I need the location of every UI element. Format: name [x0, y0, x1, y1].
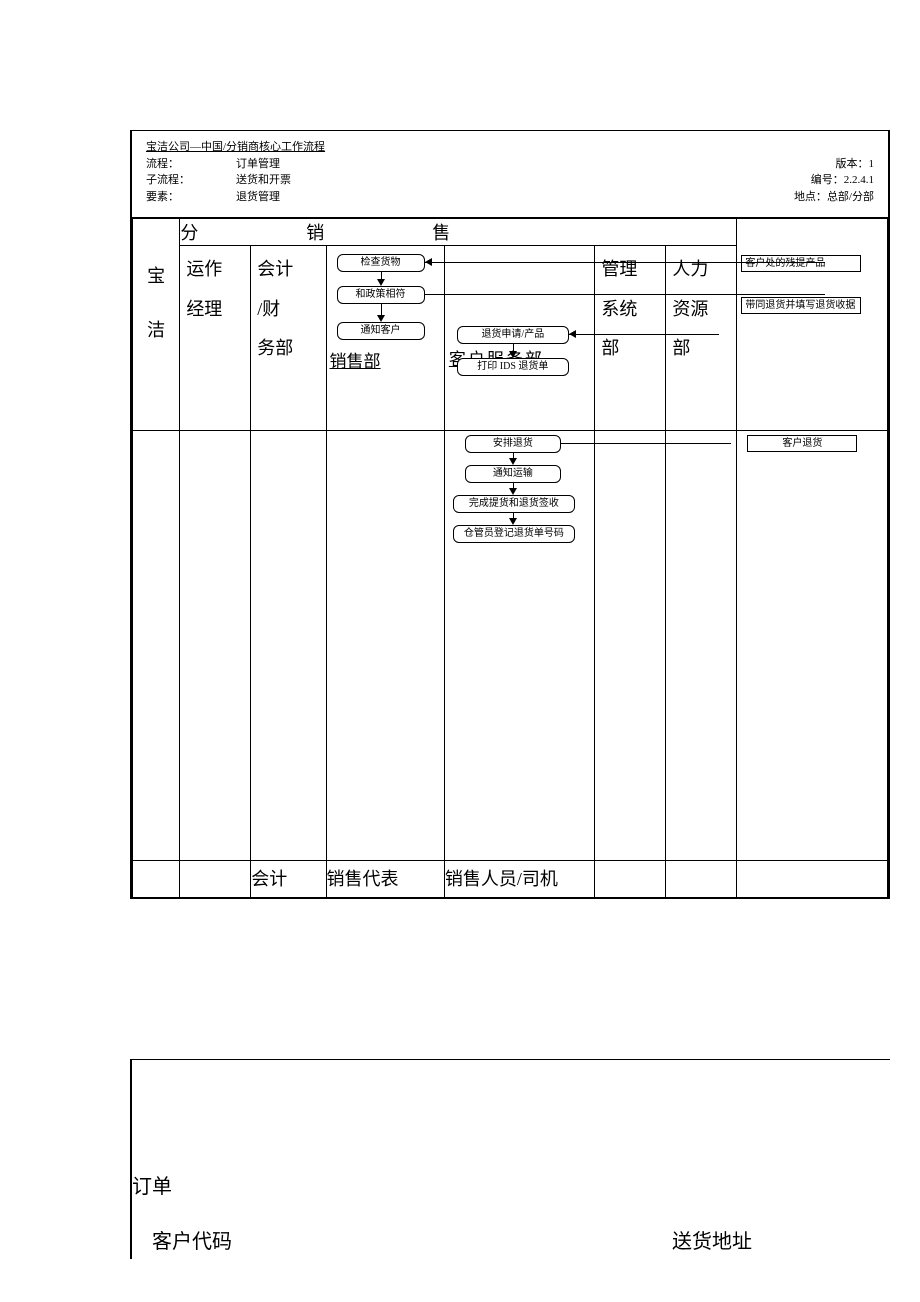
- lane-ops-head: 运作经理: [180, 246, 251, 431]
- foot-ops: [180, 861, 251, 898]
- arrow-icon: [425, 258, 432, 266]
- header-title: 宝洁公司—中国/分销商核心工作流程: [146, 139, 874, 156]
- lane-acct-body: [251, 431, 326, 861]
- swimlane-table: 宝洁 分 销 售 客户处的残提产品 带同退货并填写退货收据 运作经理 会计/财务…: [132, 218, 888, 898]
- lane-mis-body: [595, 431, 666, 861]
- spacer: [232, 1225, 672, 1254]
- page2-row: 客户代码 送货地址: [152, 1225, 890, 1254]
- foot-cs: 销售人员/司机: [444, 861, 595, 898]
- lane-hr-label: 人力资源部: [672, 250, 708, 369]
- header-rk3: 地点：: [794, 191, 827, 203]
- node-check-goods: 检查货物: [337, 254, 425, 272]
- header-rv1: 1: [869, 158, 875, 170]
- arrow-icon: [569, 330, 576, 338]
- page2-customer-code: 客户代码: [152, 1225, 232, 1254]
- lane-baojie: 宝洁: [133, 219, 180, 431]
- arrow-icon: [509, 488, 517, 495]
- header-row-1: 流程： 订单管理 版本：1: [146, 156, 874, 173]
- lane-ops-body: [180, 431, 251, 861]
- header-k2: 子流程：: [146, 172, 236, 189]
- node-warehouse-register: 仓管员登记退货单号码: [453, 525, 575, 543]
- arrow-icon: [377, 279, 385, 286]
- lane-distsales-top: 分 销 售: [180, 219, 737, 246]
- node-arrange-return: 安排退货: [465, 435, 561, 453]
- node-notify-transport: 通知运输: [465, 465, 561, 483]
- page2-ship-addr: 送货地址: [672, 1225, 752, 1254]
- node-policy-match: 和政策相符: [337, 286, 425, 304]
- page2-frame: 订单 客户代码 送货地址: [130, 1059, 890, 1259]
- header-box: 宝洁公司—中国/分销商核心工作流程 流程： 订单管理 版本：1 子流程： 送货和…: [132, 131, 888, 218]
- arrow-icon: [509, 458, 517, 465]
- header-rk2: 编号：: [811, 174, 844, 186]
- lane-cust-body: 客户退货: [737, 431, 888, 861]
- lane-cs-head: 客户服务部 退货申请/产品 打印 IDS 退货单: [444, 246, 595, 431]
- lane-acct-head: 会计/财务部: [251, 246, 326, 431]
- arrow-icon: [509, 351, 517, 358]
- header-row-3: 要素： 退货管理 地点：总部/分部: [146, 189, 874, 206]
- foot-acct: 会计: [251, 861, 326, 898]
- foot-hr: [666, 861, 737, 898]
- lane-customer-head: 客户处的残提产品 带同退货并填写退货收据: [737, 219, 888, 431]
- lane-acct-label: 会计/财务部: [257, 250, 293, 369]
- foot-mis: [595, 861, 666, 898]
- lane-mis-head: 管理系统部: [595, 246, 666, 431]
- header-row-2: 子流程： 送货和开票 编号：2.2.4.1: [146, 172, 874, 189]
- lane-hr-body: [666, 431, 737, 861]
- header-v3: 退货管理: [236, 189, 280, 206]
- header-rk1: 版本：: [836, 158, 869, 170]
- page2-order: 订单: [132, 1170, 890, 1199]
- header-k3: 要素：: [146, 189, 236, 206]
- page-container: 宝洁公司—中国/分销商核心工作流程 流程： 订单管理 版本：1 子流程： 送货和…: [0, 0, 920, 1259]
- header-v2: 送货和开票: [236, 172, 291, 189]
- arrow-icon: [377, 315, 385, 322]
- node-print-ids: 打印 IDS 退货单: [457, 358, 569, 376]
- lane-baojie-body: [133, 431, 180, 861]
- foot-cust: [737, 861, 888, 898]
- node-notify-customer: 通知客户: [337, 322, 425, 340]
- lane-sales-body: [326, 431, 444, 861]
- lane-hr-head: 人力资源部: [666, 246, 737, 431]
- lane-mis-label: 管理系统部: [601, 250, 637, 369]
- lane-sales-label: 销售部: [330, 347, 381, 372]
- node-return-request: 退货申请/产品: [457, 326, 569, 344]
- node-customer-return: 客户退货: [747, 435, 857, 452]
- lane-cs-body: 安排退货 通知运输 完成提货和退货签收 仓管员登记退货单号码: [444, 431, 595, 861]
- header-k1: 流程：: [146, 156, 236, 173]
- document-frame: 宝洁公司—中国/分销商核心工作流程 流程： 订单管理 版本：1 子流程： 送货和…: [130, 130, 890, 899]
- header-v1: 订单管理: [236, 156, 280, 173]
- lane-sales-head: 检查货物 和政策相符 通知客户 销售部: [326, 246, 444, 431]
- node-pickup-signoff: 完成提货和退货签收: [453, 495, 575, 513]
- foot-sales: 销售代表: [326, 861, 444, 898]
- header-rv2: 2.2.4.1: [844, 174, 874, 186]
- node-customer-defect: 客户处的残提产品: [741, 255, 861, 272]
- foot-baojie: [133, 861, 180, 898]
- header-rv3: 总部/分部: [827, 191, 874, 203]
- lane-ops-label: 运作经理: [186, 250, 222, 329]
- node-customer-return-receipt: 带同退货并填写退货收据: [741, 297, 861, 314]
- arrow-icon: [509, 518, 517, 525]
